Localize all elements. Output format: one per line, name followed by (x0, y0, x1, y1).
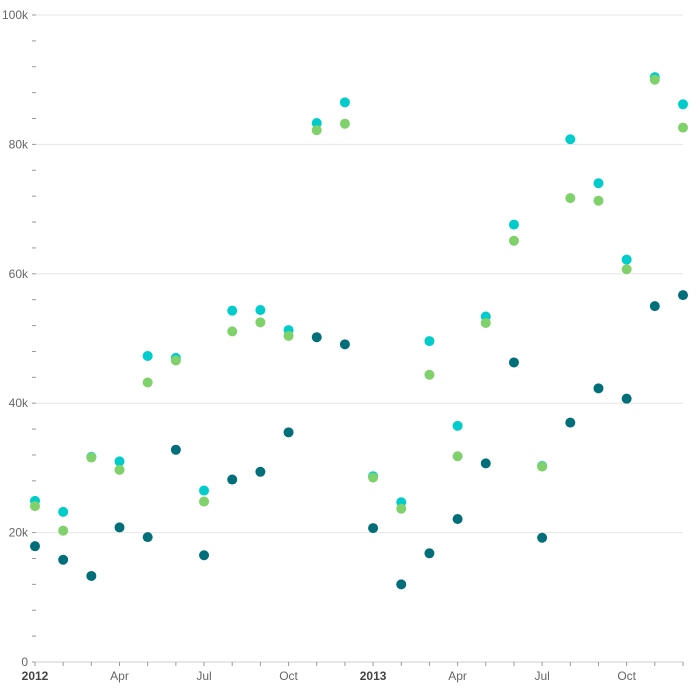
series-2 (30, 75, 688, 536)
data-point[interactable] (622, 264, 632, 274)
data-point[interactable] (481, 318, 491, 328)
data-point[interactable] (312, 125, 322, 135)
x-tick-label: Oct (617, 669, 636, 683)
data-point[interactable] (453, 514, 463, 524)
data-point[interactable] (255, 467, 265, 477)
data-point[interactable] (199, 486, 209, 496)
data-point[interactable] (340, 119, 350, 129)
data-point[interactable] (58, 555, 68, 565)
data-point[interactable] (143, 377, 153, 387)
data-point[interactable] (537, 462, 547, 472)
data-point[interactable] (199, 550, 209, 560)
data-point[interactable] (227, 306, 237, 316)
data-point[interactable] (509, 220, 519, 230)
data-point[interactable] (650, 301, 660, 311)
data-point[interactable] (396, 504, 406, 514)
data-point[interactable] (509, 357, 519, 367)
data-point[interactable] (368, 523, 378, 533)
data-point[interactable] (30, 501, 40, 511)
x-tick-label: Apr (448, 669, 467, 683)
data-point[interactable] (86, 571, 96, 581)
series-3 (30, 290, 688, 589)
series-1 (30, 72, 688, 517)
data-point[interactable] (396, 579, 406, 589)
data-point[interactable] (143, 532, 153, 542)
data-point[interactable] (115, 465, 125, 475)
data-point[interactable] (650, 75, 660, 85)
data-point[interactable] (171, 355, 181, 365)
x-tick-label: Jul (196, 669, 211, 683)
x-tick-label: Apr (110, 669, 129, 683)
data-point[interactable] (30, 541, 40, 551)
data-point[interactable] (509, 236, 519, 246)
data-point[interactable] (255, 317, 265, 327)
data-point[interactable] (453, 421, 463, 431)
data-point[interactable] (255, 305, 265, 315)
data-point[interactable] (368, 473, 378, 483)
data-point[interactable] (424, 548, 434, 558)
data-point[interactable] (678, 290, 688, 300)
x-tick-label: 2012 (22, 669, 49, 683)
data-point[interactable] (593, 178, 603, 188)
data-points (30, 72, 688, 589)
data-point[interactable] (340, 97, 350, 107)
data-point[interactable] (58, 526, 68, 536)
data-point[interactable] (284, 331, 294, 341)
y-tick-label: 100k (2, 8, 29, 22)
y-tick-label: 0 (21, 655, 28, 669)
data-point[interactable] (86, 453, 96, 463)
data-point[interactable] (58, 507, 68, 517)
y-tick-label: 80k (9, 137, 29, 151)
data-point[interactable] (565, 193, 575, 203)
data-point[interactable] (199, 497, 209, 507)
data-point[interactable] (537, 533, 547, 543)
x-tick-label: Jul (534, 669, 549, 683)
data-point[interactable] (565, 418, 575, 428)
data-point[interactable] (424, 370, 434, 380)
data-point[interactable] (312, 332, 322, 342)
data-point[interactable] (143, 351, 153, 361)
x-tick-label: 2013 (360, 669, 387, 683)
data-point[interactable] (171, 445, 181, 455)
y-tick-label: 40k (9, 396, 29, 410)
data-point[interactable] (678, 99, 688, 109)
data-point[interactable] (227, 475, 237, 485)
data-point[interactable] (593, 383, 603, 393)
y-tick-label: 20k (9, 526, 29, 540)
data-point[interactable] (622, 255, 632, 265)
data-point[interactable] (622, 394, 632, 404)
data-point[interactable] (678, 123, 688, 133)
data-point[interactable] (481, 458, 491, 468)
y-tick-label: 60k (9, 267, 29, 281)
x-tick-label: Oct (279, 669, 298, 683)
data-point[interactable] (565, 134, 575, 144)
data-point[interactable] (115, 522, 125, 532)
data-point[interactable] (340, 339, 350, 349)
data-point[interactable] (284, 427, 294, 437)
data-point[interactable] (227, 326, 237, 336)
data-point[interactable] (424, 336, 434, 346)
data-point[interactable] (593, 196, 603, 206)
data-point[interactable] (453, 451, 463, 461)
gridlines (35, 15, 683, 533)
